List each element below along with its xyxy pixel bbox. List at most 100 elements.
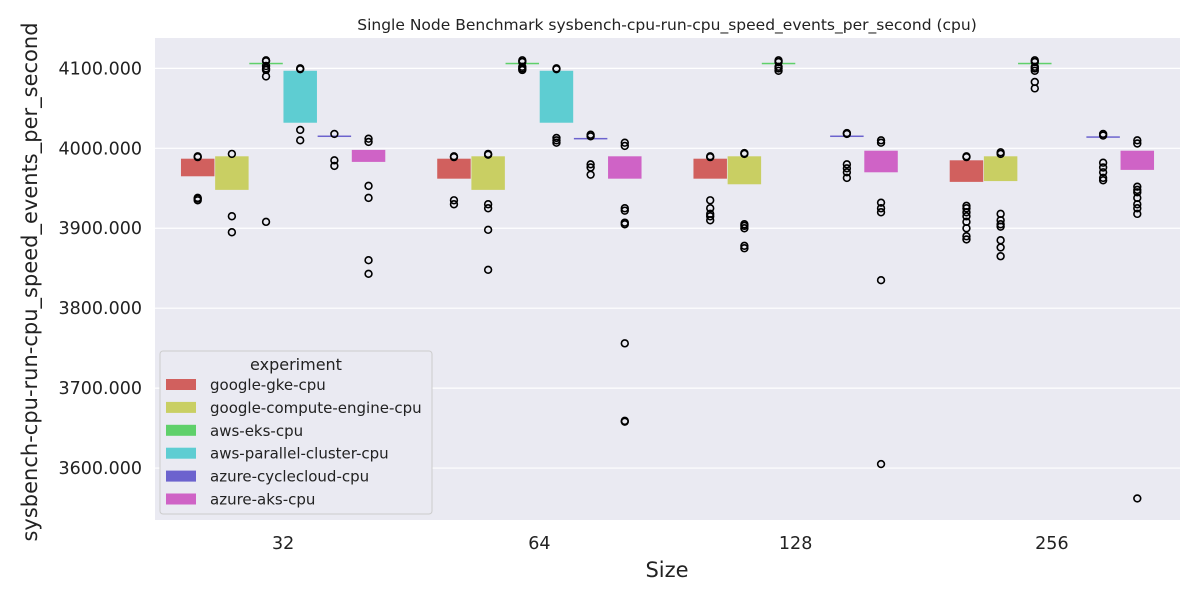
outlier-point <box>706 152 715 161</box>
outlier-point <box>962 235 971 244</box>
outlier-point <box>1098 163 1108 172</box>
outlier-point <box>740 244 749 253</box>
box-azure-aks-cpu-256 <box>1120 150 1155 170</box>
legend-title: experiment <box>250 355 342 374</box>
legend-label: azure-cyclecloud-cpu <box>210 468 369 486</box>
outlier-point <box>586 160 595 169</box>
box-azure-aks-cpu-32 <box>351 149 386 162</box>
y-tick-label: 4000.000 <box>58 139 142 159</box>
legend-label: google-gke-cpu <box>210 376 326 394</box>
box-google-compute-engine-cpu-64 <box>471 156 505 190</box>
outlier-point <box>552 64 561 73</box>
outlier-point <box>706 196 715 205</box>
outlier-point <box>227 149 237 159</box>
outlier-point <box>1098 158 1108 167</box>
box-google-gke-cpu-32 <box>180 158 215 177</box>
legend: experiment google-gke-cpu google-compute-… <box>159 350 433 515</box>
outlier-point <box>193 193 202 203</box>
x-ticks: 32 64 128 256 <box>272 534 1069 554</box>
outlier-point <box>296 136 305 145</box>
outlier-point <box>364 181 373 191</box>
box-google-gke-cpu-256 <box>949 160 984 182</box>
outlier-point <box>842 173 852 183</box>
outlier-point <box>842 164 852 173</box>
legend-swatch-aws-eks-cpu <box>166 424 196 436</box>
legend-items: google-gke-cpu google-compute-engine-cpu a… <box>166 376 422 509</box>
x-tick-label: 64 <box>528 534 550 554</box>
legend-frame <box>159 350 433 515</box>
x-axis-label: Size <box>645 558 688 582</box>
box-aws-parallel-cluster-cpu-64 <box>539 70 574 123</box>
legend-swatch-google-gke-cpu <box>166 379 196 390</box>
outlier-point <box>586 170 595 179</box>
outlier-point <box>364 256 373 265</box>
outlier-point <box>483 149 493 159</box>
outlier-point <box>1133 139 1142 148</box>
box-azure-cyclecloud-cpu-32 <box>317 135 352 138</box>
outlier-point <box>620 339 629 348</box>
outlier-point <box>740 148 749 158</box>
outlier-point <box>962 152 971 161</box>
outlier-point <box>876 198 886 207</box>
outlier-point <box>1133 136 1142 145</box>
outlier-point <box>518 65 527 75</box>
outlier-point <box>261 72 271 81</box>
outlier-point <box>364 193 373 203</box>
outliers <box>193 56 1142 503</box>
outlier-point <box>449 200 459 209</box>
y-tick-label: 3700.000 <box>58 379 142 399</box>
legend-label: aws-parallel-cluster-cpu <box>210 445 389 463</box>
outlier-point <box>449 196 459 205</box>
outlier-point <box>364 269 373 279</box>
y-ticks: 3600.000 3700.000 3800.000 3900.000 4000.000… <box>58 59 142 479</box>
outlier-point <box>1133 209 1142 219</box>
outlier-point <box>1098 176 1108 185</box>
outlier-point <box>1133 188 1142 197</box>
y-tick-label: 3900.000 <box>58 219 142 239</box>
outlier-point <box>364 134 373 143</box>
outlier-point <box>996 252 1005 261</box>
box-azure-aks-cpu-64 <box>608 156 642 179</box>
outlier-point <box>620 138 629 147</box>
legend-label: aws-eks-cpu <box>210 422 303 440</box>
outlier-point <box>449 152 459 161</box>
y-tick-label: 3800.000 <box>58 299 142 319</box>
outlier-point <box>364 137 373 147</box>
box-google-compute-engine-cpu-256 <box>983 156 1018 182</box>
outlier-point <box>1098 131 1108 140</box>
outlier-point <box>876 204 886 213</box>
outlier-point <box>876 208 886 217</box>
outlier-point <box>740 224 749 233</box>
outlier-point <box>996 148 1005 157</box>
outlier-point <box>876 138 886 147</box>
y-axis-label: sysbench-cpu-run-cpu_speed_events_per_se… <box>18 22 43 541</box>
outlier-point <box>1133 204 1142 213</box>
outlier-point <box>962 224 971 233</box>
outlier-point <box>962 204 971 213</box>
outlier-point <box>483 225 493 235</box>
chart-title: Single Node Benchmark sysbench-cpu-run-c… <box>357 16 977 35</box>
outlier-point <box>261 56 271 65</box>
outlier-point <box>1030 84 1039 93</box>
outlier-point <box>330 161 339 171</box>
outlier-point <box>1030 66 1039 75</box>
legend-label: azure-aks-cpu <box>210 491 315 509</box>
box-google-gke-cpu-128 <box>693 158 727 179</box>
x-tick-label: 32 <box>272 534 294 554</box>
outlier-point <box>483 265 493 275</box>
legend-swatch-google-compute-engine-cpu <box>166 401 196 413</box>
y-tick-label: 3600.000 <box>58 459 142 479</box>
outlier-point <box>876 459 886 469</box>
outlier-point <box>842 128 852 138</box>
outlier-point <box>1133 182 1142 191</box>
y-tick-label: 4100.000 <box>58 59 142 79</box>
outlier-point <box>330 129 339 139</box>
outlier-point <box>483 204 493 213</box>
outlier-point <box>227 212 237 221</box>
outlier-point <box>620 206 629 215</box>
box-google-gke-cpu-64 <box>437 158 471 179</box>
box-aws-parallel-cluster-cpu-32 <box>283 70 317 123</box>
legend-swatch-azure-cyclecloud-cpu <box>166 470 196 482</box>
outlier-point <box>996 222 1005 231</box>
